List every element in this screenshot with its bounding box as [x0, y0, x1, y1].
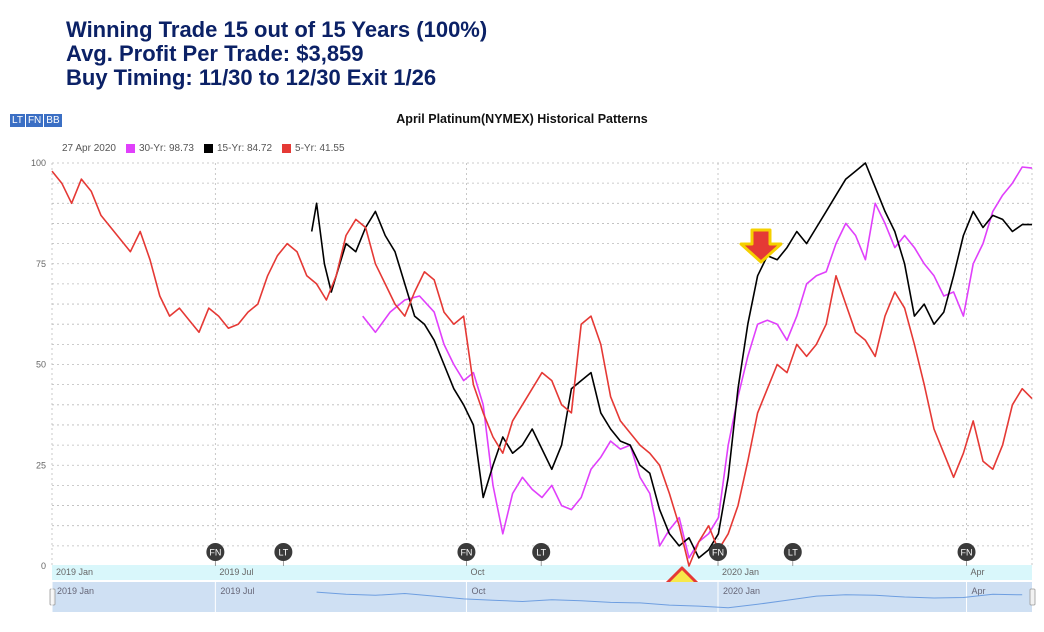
legend-swatch-30yr	[125, 144, 135, 153]
bb-button[interactable]: BB	[44, 114, 62, 127]
series-line-30-yr	[362, 166, 1033, 559]
y-tick-label: 100	[31, 158, 46, 168]
marker-label: LT	[536, 548, 546, 558]
x-tick-label: Apr	[971, 567, 985, 577]
legend-item-15yr[interactable]: 15-Yr: 84.72	[216, 143, 273, 154]
navigator-tick-label: 2019 Jan	[57, 586, 94, 596]
marker-lt-icon	[783, 543, 802, 561]
series-lines	[51, 162, 1033, 567]
event-markers: FN LT FN LT FN LT FN	[206, 543, 976, 566]
chart-legend: 27 Apr 2020 30-Yr: 98.73 15-Yr: 84.72 5-…	[62, 143, 345, 154]
x-tick-label: Oct	[470, 567, 485, 577]
sell-arrow-icon	[739, 228, 783, 264]
x-tick-label: 2020 Jan	[722, 567, 759, 577]
x-axis-band	[52, 565, 1032, 580]
legend-swatch-15yr	[203, 144, 213, 153]
marker-label: LT	[788, 548, 798, 558]
navigator-background[interactable]	[52, 582, 1032, 612]
chart-toolbar: LT FN BB	[10, 114, 62, 127]
lt-button[interactable]: LT	[10, 114, 25, 127]
navigator-tick-label: 2020 Jan	[723, 586, 760, 596]
x-tick-label: 2019 Jul	[219, 567, 253, 577]
marker-fn-icon	[709, 543, 728, 561]
navigator-line	[316, 591, 1023, 609]
legend-item-30yr[interactable]: 30-Yr: 98.73	[138, 143, 194, 154]
headline-1: Winning Trade 15 out of 15 Years (100%)	[66, 17, 488, 42]
headline-3: Buy Timing: 11/30 to 12/30 Exit 1/26	[66, 65, 437, 90]
marker-lt-icon	[274, 543, 293, 561]
fn-button[interactable]: FN	[25, 114, 44, 127]
y-axis-labels: 0 25 50 75 100	[31, 158, 46, 571]
y-tick-label: 25	[36, 460, 46, 470]
marker-label: FN	[961, 548, 973, 558]
legend-swatch-5yr	[282, 144, 292, 153]
headline-2: Avg. Profit Per Trade: $3,859	[66, 41, 364, 66]
marker-fn-icon	[457, 543, 476, 561]
navigator-right-handle[interactable]	[1029, 588, 1036, 606]
series-line-5-yr	[51, 170, 1033, 567]
marker-fn-icon	[206, 543, 225, 561]
marker-label: FN	[209, 548, 221, 558]
legend-date: 27 Apr 2020	[62, 143, 116, 154]
chart-title: April Platinum(NYMEX) Historical Pattern…	[396, 112, 648, 126]
legend-item-5yr[interactable]: 5-Yr: 41.55	[295, 143, 345, 154]
navigator-tick-label: Oct	[471, 586, 486, 596]
y-tick-label: 75	[36, 259, 46, 269]
marker-label: FN	[712, 548, 724, 558]
navigator-tick-label: Apr	[972, 586, 986, 596]
navigator-series	[316, 591, 1023, 609]
series-line-15-yr	[310, 162, 1032, 559]
y-tick-label: 50	[36, 360, 46, 370]
marker-label: LT	[278, 548, 288, 558]
x-tick-label: 2019 Jan	[56, 567, 93, 577]
navigator-labels: 2019 Jan 2019 Jul Oct 2020 Jan Apr	[57, 586, 986, 596]
marker-label: FN	[460, 548, 472, 558]
y-tick-label: 0	[41, 561, 46, 571]
navigator-tick-label: 2019 Jul	[220, 586, 254, 596]
marker-lt-icon	[532, 543, 551, 561]
x-axis-labels: 2019 Jan 2019 Jul Oct 2020 Jan Apr	[56, 567, 985, 577]
marker-fn-icon	[957, 543, 976, 561]
